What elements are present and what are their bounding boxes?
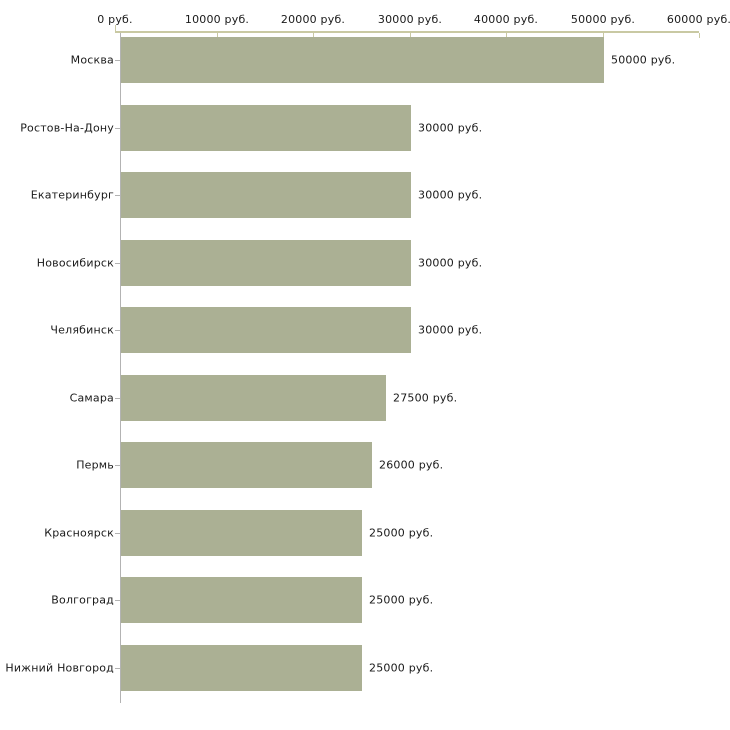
category-label: Екатеринбург [30, 188, 114, 202]
bar [121, 105, 411, 151]
bar [121, 375, 386, 421]
value-label: 30000 руб. [418, 188, 483, 202]
category-tick [115, 195, 120, 196]
bar [121, 307, 411, 353]
x-axis-tick [410, 33, 411, 38]
category-label: Самара [69, 391, 114, 405]
value-label: 30000 руб. [418, 256, 483, 270]
x-axis-endcap [115, 25, 116, 31]
x-axis-tick [699, 33, 700, 38]
bar [121, 442, 372, 488]
x-axis-tick [603, 33, 604, 38]
bar [121, 577, 362, 623]
value-label: 25000 руб. [369, 526, 434, 540]
x-axis-line [115, 31, 699, 33]
category-tick [115, 330, 120, 331]
category-label: Москва [70, 53, 114, 67]
category-tick [115, 533, 120, 534]
x-axis-tick-label: 10000 руб. [184, 13, 250, 26]
y-axis-line [120, 33, 121, 703]
x-axis-tick-label: 30000 руб. [377, 13, 443, 26]
bar [121, 240, 411, 286]
category-tick [115, 128, 120, 129]
category-label: Челябинск [50, 323, 114, 337]
value-label: 30000 руб. [418, 121, 483, 135]
category-label: Красноярск [44, 526, 114, 540]
x-axis-tick-label: 20000 руб. [280, 13, 346, 26]
x-axis-tick [506, 33, 507, 38]
x-axis-tick [313, 33, 314, 38]
x-axis-tick [217, 33, 218, 38]
category-label: Новосибирск [36, 256, 114, 270]
category-tick [115, 398, 120, 399]
bar [121, 37, 604, 83]
category-tick [115, 600, 120, 601]
bar [121, 172, 411, 218]
category-label: Ростов-На-Дону [20, 121, 114, 135]
value-label: 50000 руб. [611, 53, 676, 67]
x-axis-tick-label: 50000 руб. [570, 13, 636, 26]
category-label: Волгоград [51, 593, 114, 607]
value-label: 25000 руб. [369, 661, 434, 675]
category-label: Пермь [76, 458, 114, 472]
value-label: 30000 руб. [418, 323, 483, 337]
value-label: 26000 руб. [379, 458, 444, 472]
category-label: Нижний Новгород [5, 661, 114, 675]
value-label: 25000 руб. [369, 593, 434, 607]
category-tick [115, 465, 120, 466]
x-axis-tick-label: 40000 руб. [473, 13, 539, 26]
bar [121, 645, 362, 691]
bar [121, 510, 362, 556]
x-axis-tick-label: 60000 руб. [666, 13, 730, 26]
category-tick [115, 60, 120, 61]
category-tick [115, 668, 120, 669]
category-tick [115, 263, 120, 264]
value-label: 27500 руб. [393, 391, 458, 405]
x-axis-tick-label: 0 руб. [97, 13, 133, 26]
